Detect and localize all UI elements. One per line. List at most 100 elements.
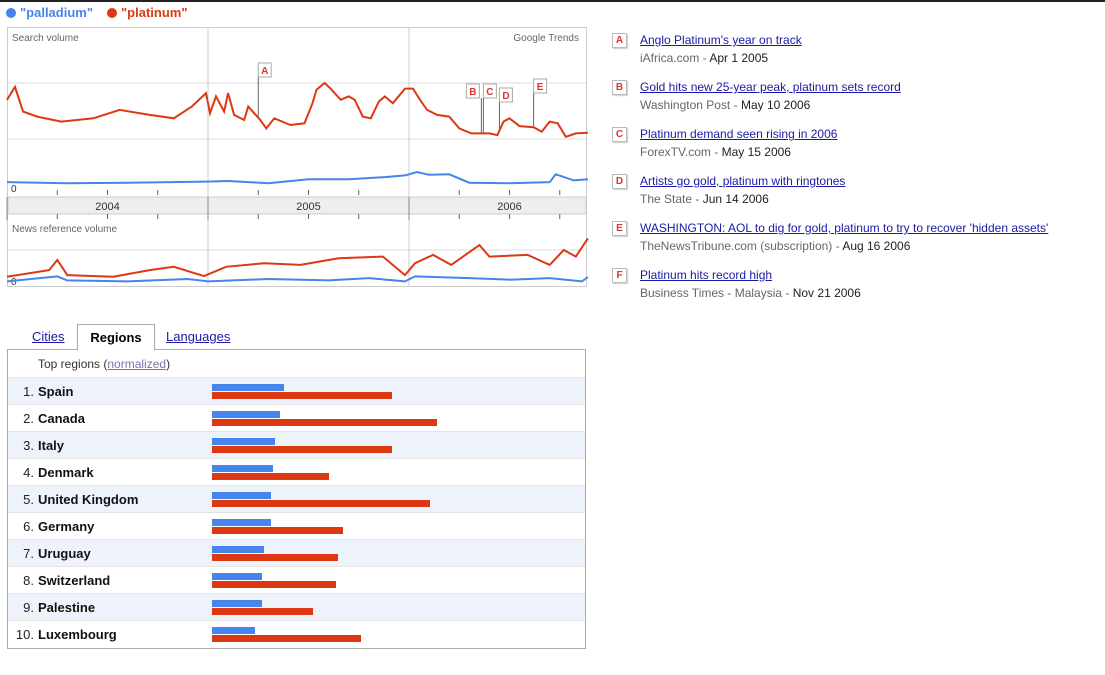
news-source: iAfrica.com - Apr 1 2005 (640, 51, 769, 65)
chart-frame (7, 27, 587, 287)
region-row[interactable]: 4. Denmark (8, 458, 585, 485)
region-row[interactable]: 10. Luxembourg (8, 620, 585, 647)
news-item: D Artists go gold, platinum with rington… (612, 174, 1102, 221)
tab-regions[interactable]: Regions (77, 324, 155, 351)
marker-b-icon[interactable]: B (612, 80, 627, 95)
region-name: Canada (38, 411, 85, 426)
news-volume-label: News reference volume (12, 224, 117, 235)
palladium-bar (212, 384, 284, 391)
marker-d-icon[interactable]: D (612, 174, 627, 189)
palladium-bar (212, 465, 273, 472)
region-rank: 6. (23, 519, 34, 534)
region-name: Palestine (38, 600, 96, 615)
region-rank: 10. (15, 627, 34, 642)
region-rank: 7. (23, 546, 34, 561)
platinum-bar (212, 446, 392, 453)
search-volume-label: Search volume (12, 33, 79, 44)
marker-c-icon[interactable]: C (612, 127, 627, 142)
region-rank: 1. (23, 384, 34, 399)
platinum-dot-icon (107, 8, 118, 18)
news-date: Nov 21 2006 (792, 286, 861, 300)
region-rank: 3. (23, 438, 34, 453)
news-source: Washington Post - May 10 2006 (640, 98, 811, 112)
region-rank: 9. (23, 600, 34, 615)
region-name: Luxembourg (38, 627, 117, 642)
annotation-c-label: C (486, 87, 493, 98)
news-series-palladium (6, 275, 589, 283)
year-label: 2004 (95, 201, 119, 213)
news-headline-link[interactable]: Gold hits new 25-year peak, platinum set… (640, 80, 901, 94)
year-label: 2005 (296, 201, 320, 213)
news-headline-link[interactable]: Artists go gold, platinum with ringtones (640, 174, 846, 188)
region-name: Uruguay (38, 546, 91, 561)
trends-chart: Search volume Google Trends 0 2004 2005 2006 N… (6, 27, 589, 288)
news-source: TheNewsTribune.com (subscription) - Aug … (640, 239, 911, 253)
news-item: F Platinum hits record high Business Tim… (612, 268, 1102, 315)
palladium-bar (212, 519, 271, 526)
palladium-dot-icon (6, 8, 16, 18)
tab-languages[interactable]: Languages (166, 329, 231, 344)
region-name: Italy (38, 438, 65, 453)
marker-a-icon[interactable]: A (612, 33, 627, 48)
annotation-b-box (465, 83, 480, 99)
palladium-bar (212, 546, 264, 553)
palladium-bar (212, 492, 271, 499)
region-row[interactable]: 6. Germany (8, 512, 585, 539)
region-row[interactable]: 7. Uruguay (8, 539, 585, 566)
news-source: The State - Jun 14 2006 (640, 192, 769, 206)
platinum-bar (212, 500, 431, 507)
region-row[interactable]: 3. Italy (8, 431, 585, 458)
news-date: Jun 14 2006 (702, 192, 769, 206)
annotation-e-box (533, 78, 548, 94)
platinum-bar (212, 419, 437, 426)
region-name: Germany (38, 519, 95, 534)
region-row[interactable]: 9. Palestine (8, 593, 585, 620)
region-name: United Kingdom (38, 492, 139, 507)
annotation-e-label: E (537, 82, 544, 93)
news-series-platinum (6, 237, 589, 278)
region-name: Switzerland (38, 573, 111, 588)
region-rank: 8. (23, 573, 34, 588)
news-date: May 15 2006 (721, 145, 791, 159)
region-rank: 4. (23, 465, 34, 480)
news-source: ForexTV.com - May 15 2006 (640, 145, 791, 159)
region-row[interactable]: 1. Spain (8, 377, 585, 404)
region-rank: 2. (23, 411, 34, 426)
platinum-bar (212, 527, 343, 534)
platinum-bar (212, 581, 336, 588)
region-name: Spain (38, 384, 74, 399)
annotation-d-label: D (502, 91, 509, 102)
region-row[interactable]: 2. Canada (8, 404, 585, 431)
annotation-d-box (498, 87, 513, 103)
platinum-bar (212, 554, 338, 561)
region-row[interactable]: 5. United Kingdom (8, 485, 585, 512)
news-headline-link[interactable]: Platinum hits record high (640, 268, 773, 282)
platinum-bar (212, 392, 392, 399)
year-label: 2006 (497, 201, 521, 213)
marker-f-icon[interactable]: F (612, 268, 627, 283)
tab-cities[interactable]: Cities (32, 329, 65, 344)
platinum-bar (212, 608, 314, 615)
annotation-a-box (257, 62, 272, 78)
news-headline-link[interactable]: Platinum demand seen rising in 2006 (640, 127, 838, 141)
news-headline-link[interactable]: Anglo Platinum's year on track (640, 33, 802, 47)
news-date: Aug 16 2006 (842, 239, 911, 253)
palladium-bar (212, 627, 255, 634)
legend-platinum: "platinum" (107, 5, 188, 20)
region-tabs: Cities Regions Languages (7, 324, 585, 351)
y-zero-label: 0 (11, 184, 17, 195)
platinum-bar (212, 635, 361, 642)
region-name: Denmark (38, 465, 94, 480)
news-date: Apr 1 2005 (709, 51, 769, 65)
marker-e-icon[interactable]: E (612, 221, 627, 236)
news-item: C Platinum demand seen rising in 2006 Fo… (612, 127, 1102, 174)
annotation-b-label: B (469, 87, 476, 98)
top-border (0, 0, 1105, 2)
normalized-link[interactable]: normalized (107, 357, 167, 371)
search-series-platinum (6, 81, 588, 139)
annotation-a-label: A (261, 66, 268, 77)
platinum-bar (212, 473, 329, 480)
region-row[interactable]: 8. Switzerland (8, 566, 585, 593)
news-zero-label: 0 (11, 277, 17, 288)
news-headline-link[interactable]: WASHINGTON: AOL to dig for gold, platinu… (640, 221, 1049, 235)
